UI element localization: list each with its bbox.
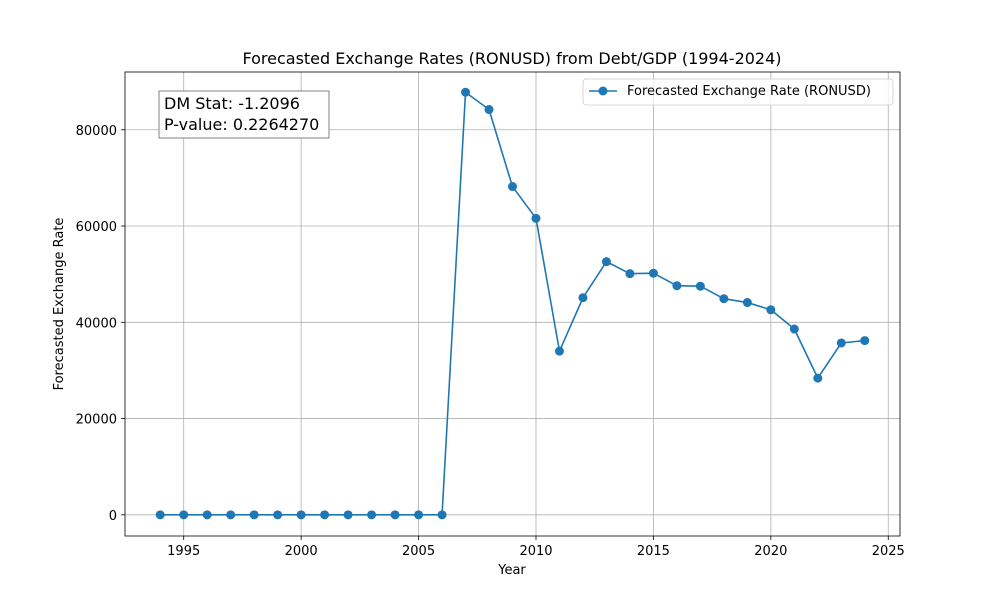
legend: Forecasted Exchange Rate (RONUSD) <box>582 78 894 106</box>
data-point <box>860 336 870 346</box>
data-point <box>320 510 330 520</box>
data-point <box>155 510 165 520</box>
y-tick-label: 40000 <box>76 316 117 331</box>
data-point <box>578 293 588 303</box>
data-point <box>273 510 283 520</box>
x-tick-label: 2000 <box>285 544 318 559</box>
data-point <box>648 268 658 278</box>
data-point <box>179 510 189 520</box>
x-tick-label: 2020 <box>754 544 787 559</box>
data-point <box>531 213 541 223</box>
x-tick-label: 2015 <box>637 544 670 559</box>
legend-box <box>582 78 894 106</box>
series-layer <box>155 87 870 520</box>
data-point <box>508 182 517 192</box>
data-point <box>461 87 471 97</box>
annotation-box <box>158 90 330 139</box>
data-point <box>296 510 306 520</box>
data-point <box>343 510 353 520</box>
y-tick-label: 20000 <box>76 413 117 428</box>
data-point <box>789 324 799 334</box>
y-tick-label: 60000 <box>76 220 117 235</box>
dm-stat-text: DM Stat: -1.2096 <box>164 94 300 113</box>
data-point <box>836 338 846 348</box>
x-tick-label: 2025 <box>872 544 905 559</box>
data-point <box>367 510 377 520</box>
data-point <box>719 294 729 304</box>
data-point <box>249 510 259 520</box>
x-tick-label: 1995 <box>167 544 200 559</box>
legend-marker-swatch <box>598 86 608 96</box>
x-axis: 1995 2000 2005 2010 2015 2020 2025 <box>167 536 905 559</box>
data-point <box>437 510 447 520</box>
x-tick-label: 2010 <box>519 544 552 559</box>
data-point <box>672 281 682 291</box>
y-tick-label: 0 <box>109 509 117 524</box>
y-tick-label: 80000 <box>76 124 117 139</box>
data-point <box>625 269 635 279</box>
data-point <box>390 510 400 520</box>
x-tick-label: 2005 <box>402 544 435 559</box>
plot-frame <box>124 71 901 537</box>
data-point <box>554 346 564 356</box>
data-point <box>766 305 776 315</box>
legend-label: Forecasted Exchange Rate (RONUSD) <box>627 84 871 99</box>
y-axis: 0 20000 40000 60000 80000 <box>76 124 125 524</box>
x-axis-label: Year <box>497 563 526 578</box>
data-point <box>414 510 424 520</box>
data-point <box>202 510 212 520</box>
chart-title: Forecasted Exchange Rates (RONUSD) from … <box>242 49 781 68</box>
data-point <box>484 105 494 115</box>
stats-annotation: DM Stat: -1.2096 P-value: 0.2264270 <box>158 90 330 139</box>
data-point <box>226 510 236 520</box>
data-point <box>813 373 823 383</box>
grid <box>125 72 900 536</box>
data-point <box>601 257 611 267</box>
p-value-text: P-value: 0.2264270 <box>164 115 319 134</box>
y-axis-label: Forecasted Exchange Rate <box>52 218 67 391</box>
series-line <box>160 91 865 516</box>
data-point <box>695 281 705 291</box>
data-point <box>742 298 752 308</box>
